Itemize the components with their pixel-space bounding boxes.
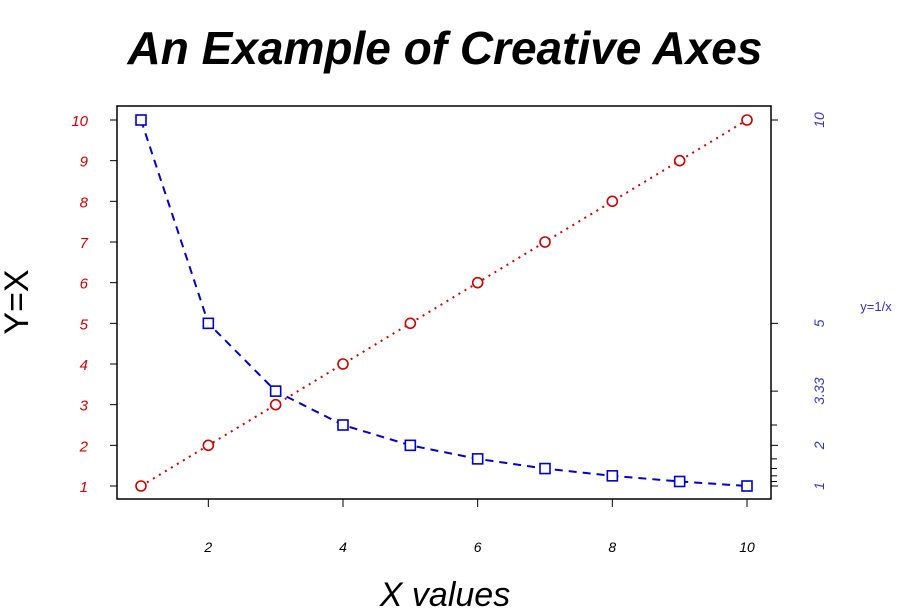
- series-yx-point: [269, 398, 282, 411]
- chart-title: An Example of Creative Axes: [127, 22, 763, 74]
- series-1overx-point: [202, 317, 215, 330]
- y-tick-label: 7: [80, 235, 89, 252]
- y2-tick-label: 10: [811, 112, 827, 128]
- series-1overx-point: [135, 114, 147, 126]
- y-tick-label: 10: [71, 113, 88, 130]
- series-yx-point: [673, 154, 686, 167]
- y-tick-label: 3: [80, 398, 89, 415]
- series-yx-point: [404, 317, 417, 330]
- series-1overx-point: [539, 462, 551, 475]
- y-tick-label: 2: [79, 438, 89, 455]
- series-yx-point: [471, 276, 484, 289]
- series-1overx-point: [606, 470, 619, 482]
- y2-tick-label: 1: [811, 482, 827, 490]
- y-axis-label: Y=X: [0, 269, 36, 334]
- series-1overx-point: [269, 385, 282, 397]
- series-yx-line: [140, 119, 748, 487]
- x-axis-label: X values: [379, 576, 510, 614]
- plot-frame: [116, 105, 772, 500]
- y2-tick-label: 3.33: [811, 377, 827, 404]
- x-tick-label: 2: [203, 539, 212, 555]
- series-1overx-point: [673, 475, 686, 488]
- series-yx-point: [741, 114, 753, 126]
- series-1overx-point: [337, 419, 349, 431]
- y2-tick-label: 5: [811, 319, 827, 327]
- y-tick-label: 5: [80, 316, 89, 333]
- series-yx-point: [606, 195, 619, 208]
- y2-axis-label: y=1/x: [860, 299, 892, 314]
- y-tick-label: 6: [80, 276, 89, 293]
- y-tick-label: 4: [80, 357, 88, 374]
- y-axis-right: 1 2 3.33 5 10: [771, 112, 827, 490]
- series-yx-point: [539, 236, 551, 248]
- y-tick-label: 8: [80, 194, 89, 211]
- series-1overx-point: [471, 453, 484, 465]
- series-yx-point: [337, 358, 349, 370]
- plot-area: [135, 114, 753, 492]
- y-axis-left: 1 2 3 4 5 6 7 8 9 10: [71, 113, 117, 496]
- series-1overx-line: [140, 119, 748, 487]
- x-tick-label: 10: [739, 539, 755, 555]
- x-tick-label: 4: [339, 539, 347, 555]
- series-1overx-point: [404, 439, 417, 452]
- series-yx-point: [202, 439, 215, 452]
- x-tick-label: 8: [608, 539, 616, 555]
- x-tick-label: 6: [474, 539, 482, 555]
- y2-tick-label: 2: [811, 441, 827, 450]
- series-1overx-point: [741, 480, 753, 492]
- x-axis: 2 4 6 8 10: [203, 499, 755, 555]
- y-tick-label: 9: [80, 154, 89, 171]
- y-tick-label: 1: [80, 479, 88, 496]
- series-yx-point: [135, 480, 147, 492]
